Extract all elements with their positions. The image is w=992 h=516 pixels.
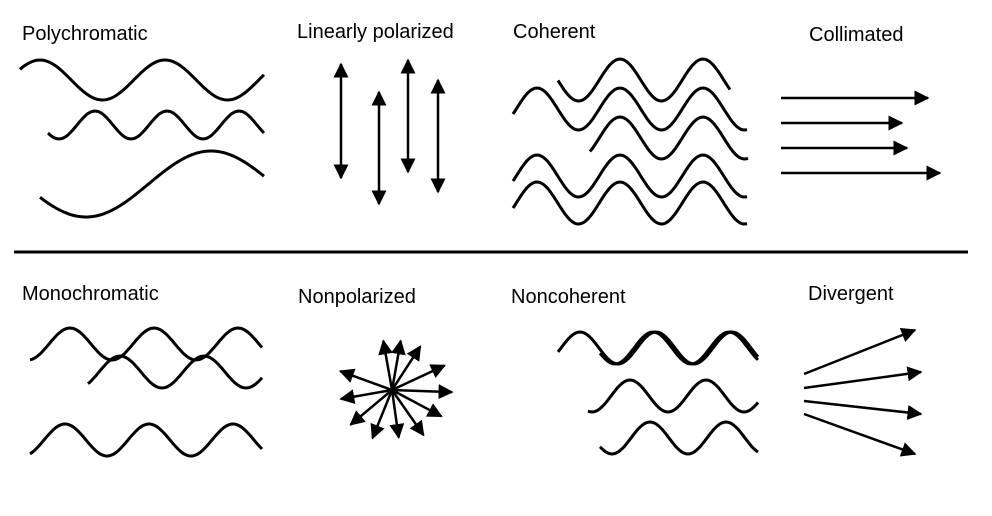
linearly-polarized-arrows (333, 58, 446, 206)
nonpolarized-arrow (391, 388, 443, 418)
nonpolarized-arrow (338, 368, 393, 392)
label-divergent: Divergent (808, 283, 894, 305)
wave (556, 57, 732, 103)
nonpolarized-arrow (389, 389, 405, 439)
nonpolarized-arrow (391, 364, 446, 392)
label-monochromatic: Monochromatic (22, 283, 159, 305)
wave (587, 378, 760, 414)
divergent-arrow (803, 366, 923, 390)
nonpolarized-star (338, 339, 454, 440)
wave (511, 86, 748, 132)
nonpolarized-arrow (391, 384, 454, 400)
wave (511, 180, 748, 226)
nonpolarized-arrow (390, 389, 425, 437)
label-coherent: Coherent (513, 21, 596, 43)
nonpolarized-arrow (349, 389, 393, 426)
noncoherent-waves (556, 330, 760, 456)
label-collimated: Collimated (809, 24, 903, 46)
collimated-arrows (781, 90, 942, 181)
divergent-arrow (803, 328, 917, 376)
monochromatic-waves (29, 326, 264, 458)
wave (29, 326, 264, 362)
wave (46, 109, 266, 141)
label-nonpolarized: Nonpolarized (298, 286, 416, 308)
nonpolarized-arrow (390, 345, 422, 391)
label-polychromatic: Polychromatic (22, 23, 148, 45)
wave (588, 115, 749, 161)
polychromatic-waves (19, 58, 266, 219)
nonpolarized-arrow (390, 339, 406, 391)
wave (39, 149, 265, 219)
divergent-arrows (803, 328, 923, 457)
label-noncoherent: Noncoherent (511, 286, 626, 308)
divergent-arrow (803, 412, 917, 457)
nonpolarized-arrow (339, 388, 393, 405)
divergent-arrow (803, 399, 923, 420)
wave (19, 58, 266, 102)
nonpolarized-arrow (370, 389, 394, 440)
wave (598, 420, 759, 456)
wave (598, 330, 760, 366)
wave (556, 330, 760, 366)
nonpolarized-arrow (378, 339, 394, 391)
wave (29, 422, 264, 458)
wave (511, 153, 748, 199)
wave (87, 354, 264, 390)
coherent-waves (511, 57, 749, 226)
label-linearly-polarized: Linearly polarized (297, 21, 454, 43)
